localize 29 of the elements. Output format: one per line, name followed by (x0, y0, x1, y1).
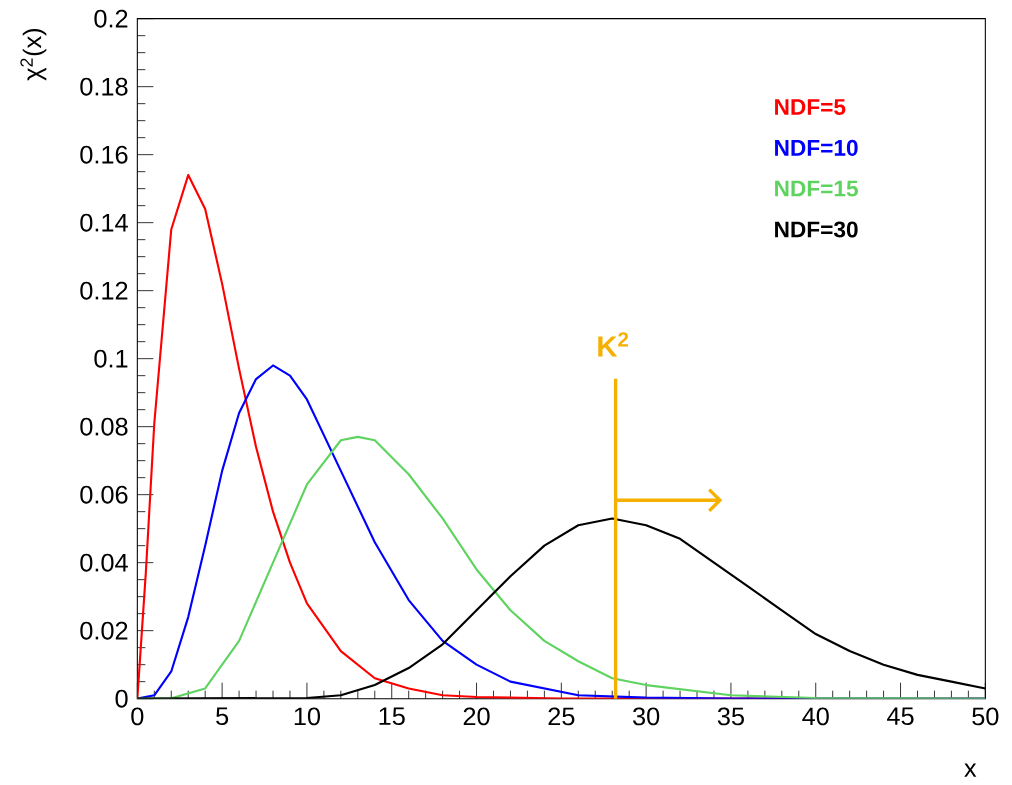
y-tick-label: 0 (115, 689, 128, 708)
x-tick-label: 45 (887, 707, 914, 725)
y-tick-label: 0.12 (80, 281, 128, 300)
x-tick-label: 10 (294, 707, 321, 726)
x-tick-label: 5 (216, 707, 229, 725)
y-tick-label: 0.04 (80, 553, 128, 572)
y-tick-label: 0.14 (80, 213, 128, 232)
text: NDF=5 (775, 99, 846, 115)
y-tick-label: 0.2 (94, 9, 128, 28)
y-tick-label: 0.06 (80, 485, 128, 504)
x-tick-label: 15 (379, 707, 405, 725)
y-axis-title: χ$^{2}$(x) (20, 28, 47, 81)
text: NDF=10 (775, 139, 858, 156)
x-tick-label: 50 (972, 707, 999, 726)
text: NDF=15 (775, 180, 858, 197)
text: NDF=30 (775, 221, 858, 238)
y-tick-label: 0.18 (80, 77, 128, 96)
x-tick-label: 20 (463, 707, 490, 726)
x-tick-label: 35 (717, 707, 744, 726)
ref-line-label: K$^{2}$ (598, 332, 629, 357)
x-tick-label: 40 (802, 707, 829, 726)
x-tick-label: 0 (131, 707, 144, 726)
x-tick-label: 25 (548, 707, 575, 726)
x-axis-title: x (964, 763, 977, 777)
y-tick-label: 0.1 (94, 349, 128, 368)
x-tick-label: 30 (633, 707, 660, 726)
y-tick-label: 0.02 (80, 621, 128, 640)
y-tick-label: 0.16 (80, 145, 128, 164)
y-tick-label: 0.08 (80, 417, 128, 436)
